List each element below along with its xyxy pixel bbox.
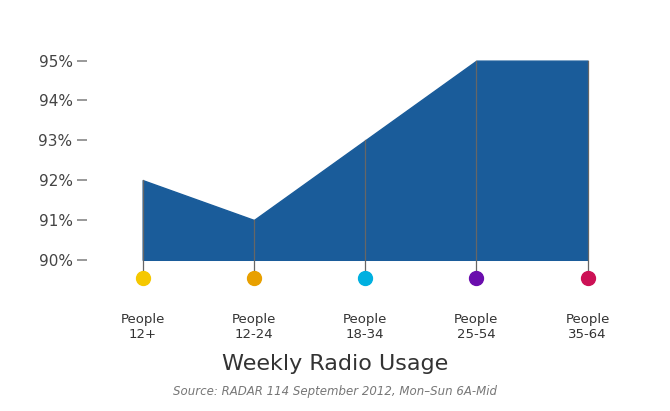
Text: Weekly Radio Usage: Weekly Radio Usage	[222, 354, 448, 374]
Text: Source: RADAR 114 September 2012, Mon–Sun 6A-Mid: Source: RADAR 114 September 2012, Mon–Su…	[173, 385, 497, 398]
